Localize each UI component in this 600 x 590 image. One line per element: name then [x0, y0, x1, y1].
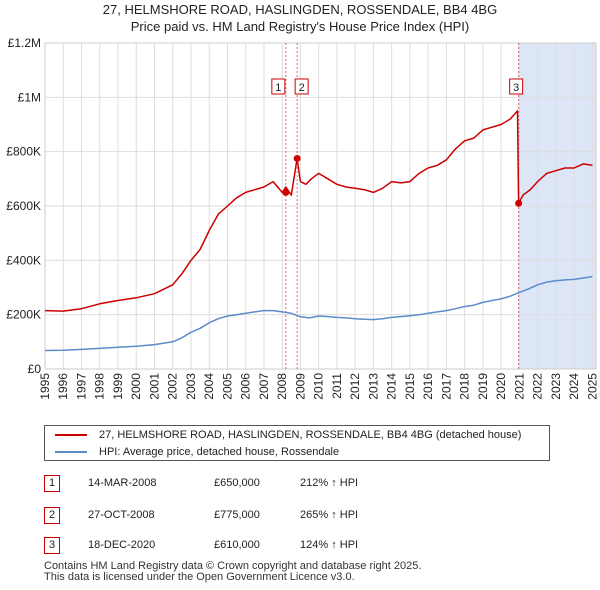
x-tick-label: 2010 [312, 373, 326, 400]
series-line-property [44, 110, 593, 312]
x-tick-label: 2000 [129, 373, 143, 400]
x-tick-label: 2009 [293, 373, 307, 400]
sale-label-box [509, 78, 524, 95]
legend-item-property: 27, HELMSHORE ROAD, HASLINGDEN, ROSSENDA… [55, 427, 521, 443]
x-tick-label: 2007 [257, 373, 271, 400]
x-tick-label: 2019 [476, 373, 490, 400]
x-tick-label: 2006 [239, 373, 253, 400]
y-tick-label: £400K [6, 253, 41, 267]
y-tick-label: £1M [18, 90, 41, 104]
x-tick-label: 2017 [439, 373, 453, 400]
x-tick-label: 2015 [403, 373, 417, 400]
x-tick-label: 1995 [38, 373, 52, 400]
sale-badge: 1 [44, 475, 60, 492]
sale-label: 3 [513, 82, 519, 94]
y-tick-label: £0 [28, 362, 42, 376]
x-tick-label: 2024 [567, 373, 581, 400]
x-tick-label: 2002 [166, 373, 180, 400]
x-tick-label: 2025 [585, 373, 599, 400]
sale-hpi-change: 212% ↑ HPI [300, 477, 359, 489]
x-tick-label: 2020 [494, 373, 508, 400]
x-tick-label: 1996 [56, 373, 70, 400]
x-tick-label: 2011 [330, 373, 344, 399]
sale-hpi-change: 265% ↑ HPI [300, 509, 359, 521]
sale-label: 1 [275, 82, 281, 94]
x-tick-label: 2005 [220, 373, 234, 400]
sale-point [515, 199, 523, 207]
sale-date: 27-OCT-2008 [88, 509, 155, 521]
x-tick-label: 2012 [348, 373, 362, 400]
x-tick-label: 2013 [366, 373, 380, 400]
sale-price: £610,000 [214, 539, 260, 551]
x-tick-label: 2003 [184, 373, 198, 400]
sale-price: £650,000 [214, 477, 260, 489]
legend-swatch-hpi [55, 451, 87, 453]
sale-price: £775,000 [214, 509, 260, 521]
sale-row-3: 3 18-DEC-2020 £610,000 124% ↑ HPI [44, 537, 564, 555]
price-chart: £0 £200K £400K £600K £800K £1M £1.2M 1995 1996 19… [6, 36, 599, 400]
y-tick-label: £1.2M [8, 36, 41, 50]
sale-row-2: 2 27-OCT-2008 £775,000 265% ↑ HPI [44, 507, 564, 525]
x-tick-label: 1999 [111, 373, 125, 400]
legend-item-hpi: HPI: Average price, detached house, Ross… [55, 444, 339, 460]
plot-frame [44, 42, 597, 370]
footer-copyright: Contains HM Land Registry data © Crown c… [44, 560, 422, 572]
sale-label: 2 [299, 82, 305, 94]
x-tick-label: 2001 [147, 373, 161, 400]
sale-point [293, 154, 301, 162]
series-line-hpi [44, 275, 593, 352]
x-tick-label: 2016 [421, 373, 435, 400]
y-tick-label: £800K [6, 145, 41, 159]
legend-label-property: 27, HELMSHORE ROAD, HASLINGDEN, ROSSENDA… [99, 429, 522, 441]
x-tick-label: 2021 [512, 373, 526, 400]
sale-point [282, 188, 290, 196]
x-tick-label: 2018 [458, 373, 472, 400]
y-tick-label: £600K [6, 199, 41, 213]
chart-title: 27, HELMSHORE ROAD, HASLINGDEN, ROSSENDA… [102, 2, 498, 17]
footer-licence: This data is licensed under the Open Gov… [44, 571, 355, 583]
x-tick-label: 2014 [385, 373, 399, 400]
x-tick-label: 1998 [93, 373, 107, 400]
sale-date: 18-DEC-2020 [88, 539, 156, 551]
y-tick-label: £200K [6, 308, 41, 322]
x-tick-label: 2023 [549, 373, 563, 400]
sale-hpi-change: 124% ↑ HPI [300, 539, 359, 551]
sale-row-1: 1 14-MAR-2008 £650,000 212% ↑ HPI [44, 475, 564, 493]
sale-label-box [294, 78, 309, 95]
sale-badge: 3 [44, 537, 60, 554]
x-tick-label: 2004 [202, 373, 216, 400]
legend-label-hpi: HPI: Average price, detached house, Ross… [99, 446, 340, 458]
legend: 27, HELMSHORE ROAD, HASLINGDEN, ROSSENDA… [44, 425, 550, 461]
sale-badge: 2 [44, 507, 60, 524]
legend-swatch-property [55, 434, 87, 436]
sale-date: 14-MAR-2008 [88, 477, 157, 489]
x-tick-label: 2022 [531, 373, 545, 400]
x-tick-label: 1997 [74, 373, 88, 400]
x-tick-label: 2008 [275, 373, 289, 400]
chart-subtitle: Price paid vs. HM Land Registry's House … [130, 19, 470, 34]
sale-label-box [271, 78, 286, 95]
